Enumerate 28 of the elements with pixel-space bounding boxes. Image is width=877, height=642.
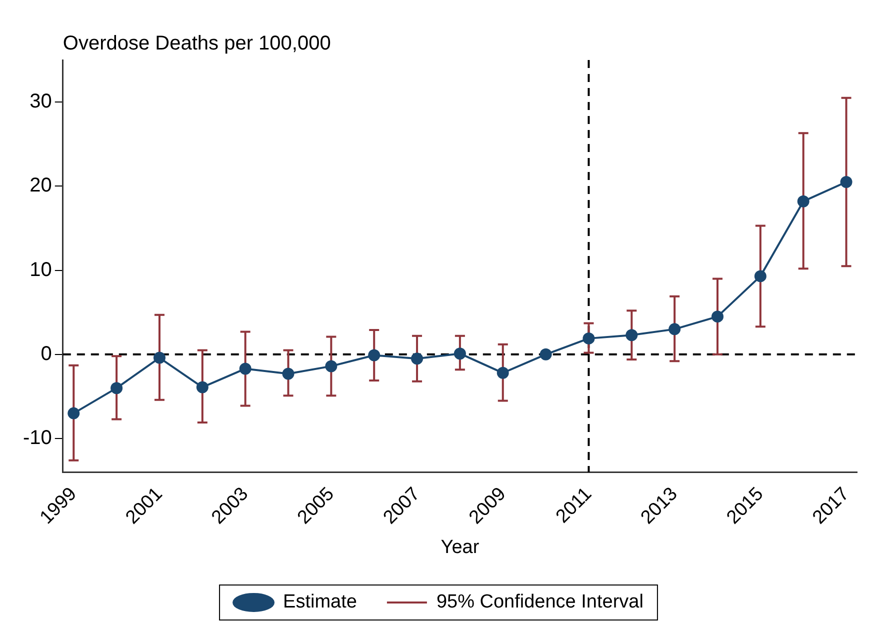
text: 95% Confidence Interval [436,592,644,613]
point [196,381,208,394]
y-tick-label: 0 [40,342,52,365]
point [840,176,852,188]
point [668,323,681,336]
point [110,382,123,394]
y-axis-title: Overdose Deaths per 100,000 [62,32,331,55]
point [68,407,80,420]
point [454,348,466,360]
point [411,352,424,365]
y-tick-label: -10 [23,427,52,450]
x-axis-title: Year [440,536,480,558]
point [626,329,638,342]
point [496,366,509,379]
y-tick-label: 10 [30,258,52,281]
point [582,332,595,344]
point [282,368,294,380]
point [797,195,810,208]
y-tick-label: 30 [30,90,52,113]
point [368,349,380,362]
point [540,348,552,360]
point [239,362,252,375]
point [153,352,166,364]
point [754,270,766,282]
y-tick-label: 20 [30,174,52,197]
point [711,310,724,323]
point [325,360,338,372]
legend-label: Estimate [283,592,357,613]
